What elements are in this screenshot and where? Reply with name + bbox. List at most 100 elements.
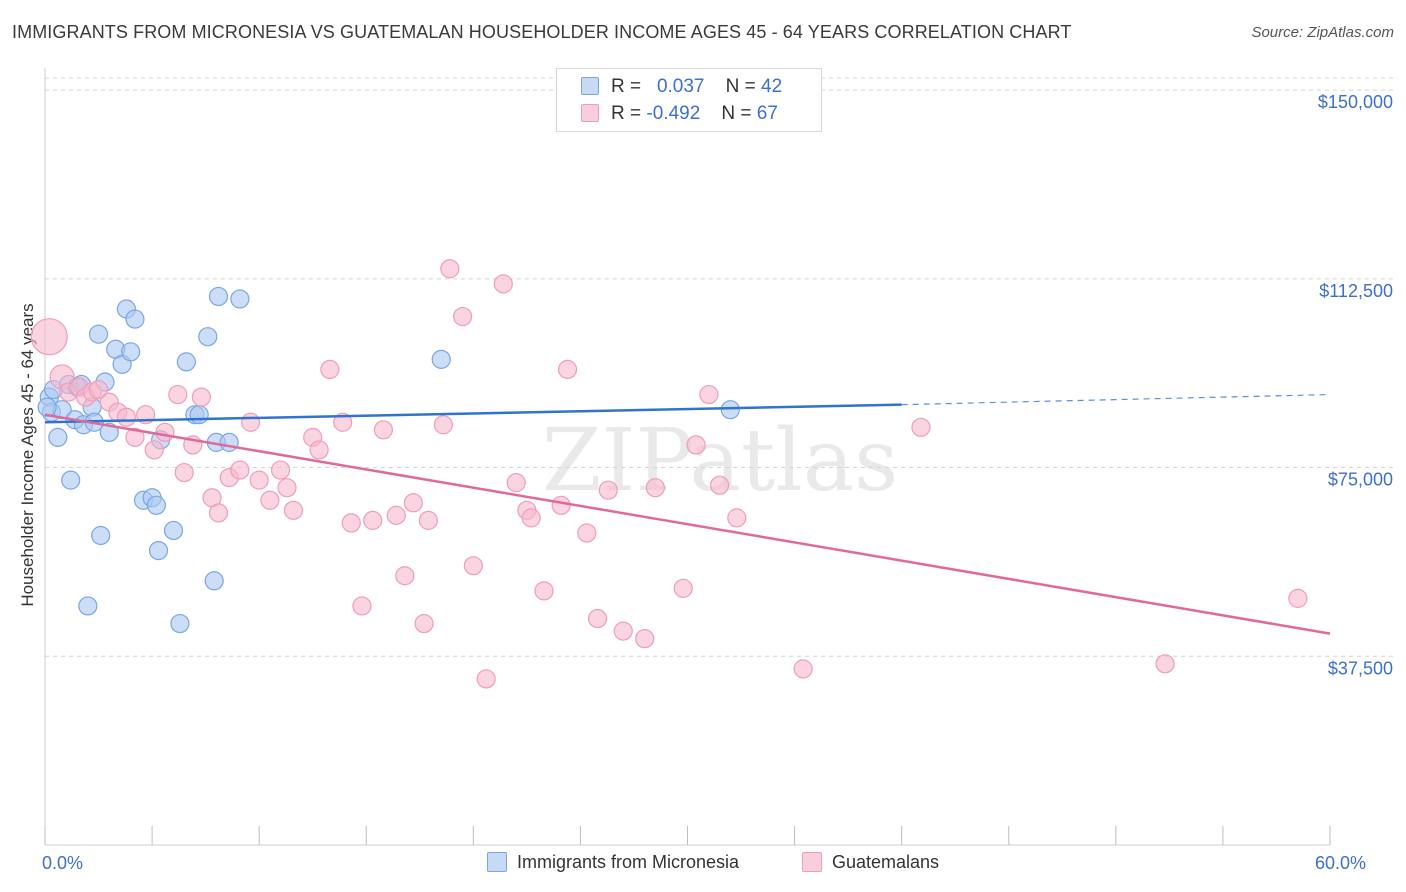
guatemalans-point (309, 440, 329, 460)
guatemalans-point (144, 440, 164, 460)
trend-line-micronesia (44, 403, 902, 424)
bottom-legend-label: Guatemalans (832, 852, 940, 872)
axes (44, 68, 1331, 846)
bottom-legend-label: Immigrants from Micronesia (517, 852, 740, 872)
guatemalans-point (395, 566, 415, 586)
micronesia-point (91, 525, 111, 546)
legend-swatch-blue (581, 77, 599, 95)
guatemalans-point (1155, 654, 1175, 674)
micronesia-point (208, 286, 229, 307)
source-label[interactable]: Source: ZipAtlas.com (1251, 24, 1394, 41)
legend-n-label: N = (725, 76, 756, 97)
guatemalans-point (208, 503, 229, 523)
guatemalans-point (414, 613, 434, 634)
bottom-legend-micronesia[interactable]: Immigrants from Micronesia (487, 852, 739, 873)
guatemalans-point (453, 306, 473, 327)
guatemalans-point (174, 462, 194, 483)
tick-labels: $37,500 $75,000 $112,500 $150,000 0.0% 60.0% (42, 92, 1393, 873)
guatemalans-point (403, 493, 423, 513)
micronesia-point (230, 289, 250, 309)
bottom-legend-swatch-pink (802, 852, 822, 872)
micronesia-point (48, 427, 68, 447)
micronesia-point (163, 520, 184, 541)
chart-title: IMMIGRANTS FROM MICRONESIA VS GUATEMALAN… (12, 22, 1072, 42)
guatemalans-point (463, 556, 483, 576)
guatemalans-point (534, 581, 554, 601)
guatemalans-point (30, 318, 68, 356)
guatemalans-point (493, 274, 513, 294)
guatemalans-point (125, 427, 145, 447)
bottom-legend-guatemalans[interactable]: Guatemalans (802, 852, 939, 873)
micronesia-point (170, 613, 190, 634)
guatemalans-point (373, 420, 393, 440)
x-tick-label: 0.0% (42, 853, 83, 873)
guatemalans-point (911, 417, 931, 437)
guatemalans-point (440, 259, 460, 279)
micronesia-point (198, 327, 218, 347)
guatemalans-point (598, 480, 618, 500)
guatemalans-point (352, 596, 372, 616)
guatemalans-point (155, 422, 175, 442)
guatemalans-point (277, 478, 297, 498)
trend-line-guatemalans (44, 413, 1331, 635)
guatemalans-point (320, 359, 340, 380)
micronesia-point (61, 470, 81, 490)
guatemalans-point (88, 379, 109, 400)
y-tick-label: $75,000 (1328, 470, 1393, 490)
guatemalans-point (673, 578, 693, 598)
guatemalans-point (557, 359, 578, 380)
y-tick-label: $112,500 (1319, 281, 1393, 301)
guatemalans-point (686, 435, 706, 455)
grid-lines (45, 77, 1395, 657)
guatemalans-point (793, 659, 813, 679)
series-guatemalans-points (30, 259, 1308, 689)
guatemalans-point (116, 407, 136, 427)
guatemalans-point (1288, 588, 1308, 608)
legend-n-label: N = (721, 103, 752, 124)
guatemalans-point (506, 473, 526, 493)
micronesia-point (720, 400, 740, 420)
trend-lines (44, 393, 1331, 635)
legend-n-value: 42 (761, 76, 783, 97)
legend-r-value: 0.037 (656, 76, 705, 97)
guatemalans-point (710, 475, 730, 495)
guatemalans-point (283, 500, 304, 520)
y-tick-label: $150,000 (1318, 92, 1393, 112)
guatemalans-point (168, 384, 188, 405)
guatemalans-point (476, 669, 496, 689)
guatemalans-point (551, 495, 571, 515)
micronesia-point (125, 309, 145, 329)
trend-line-micronesia-extension (901, 393, 1331, 406)
guatemalans-point (699, 384, 719, 405)
micronesia-point (204, 571, 224, 591)
micronesia-point (88, 324, 109, 344)
legend-r-value: -0.492 (646, 103, 701, 124)
micronesia-point (176, 352, 196, 372)
guatemalans-point (363, 510, 383, 530)
micronesia-point (78, 596, 98, 616)
guatemalans-point (418, 510, 438, 530)
guatemalans-point (333, 412, 353, 432)
guatemalans-point (270, 460, 291, 480)
micronesia-point (99, 422, 119, 442)
correlation-legend: R = 0.037 N = 42 R = -0.492 N = 67 (556, 68, 822, 132)
guatemalans-point (230, 460, 250, 480)
micronesia-point (148, 540, 169, 561)
micronesia-point (146, 495, 166, 515)
micronesia-point (121, 342, 141, 362)
x-tick-label: 60.0% (1315, 853, 1366, 873)
guatemalans-point (241, 412, 261, 432)
watermark: ZIPatlas (542, 411, 898, 511)
guatemalans-point (727, 508, 747, 528)
legend-row-micronesia: R = 0.037 N = 42 (581, 76, 782, 98)
legend-n-value: 67 (756, 103, 778, 124)
legend-swatch-pink (581, 104, 599, 122)
micronesia-point (189, 405, 209, 425)
micronesia-point (219, 432, 239, 452)
guatemalans-point (249, 470, 269, 490)
guatemalans-point (613, 621, 633, 641)
micronesia-point (37, 397, 57, 417)
guatemalans-point (635, 629, 655, 649)
guatemalans-point (386, 505, 406, 525)
